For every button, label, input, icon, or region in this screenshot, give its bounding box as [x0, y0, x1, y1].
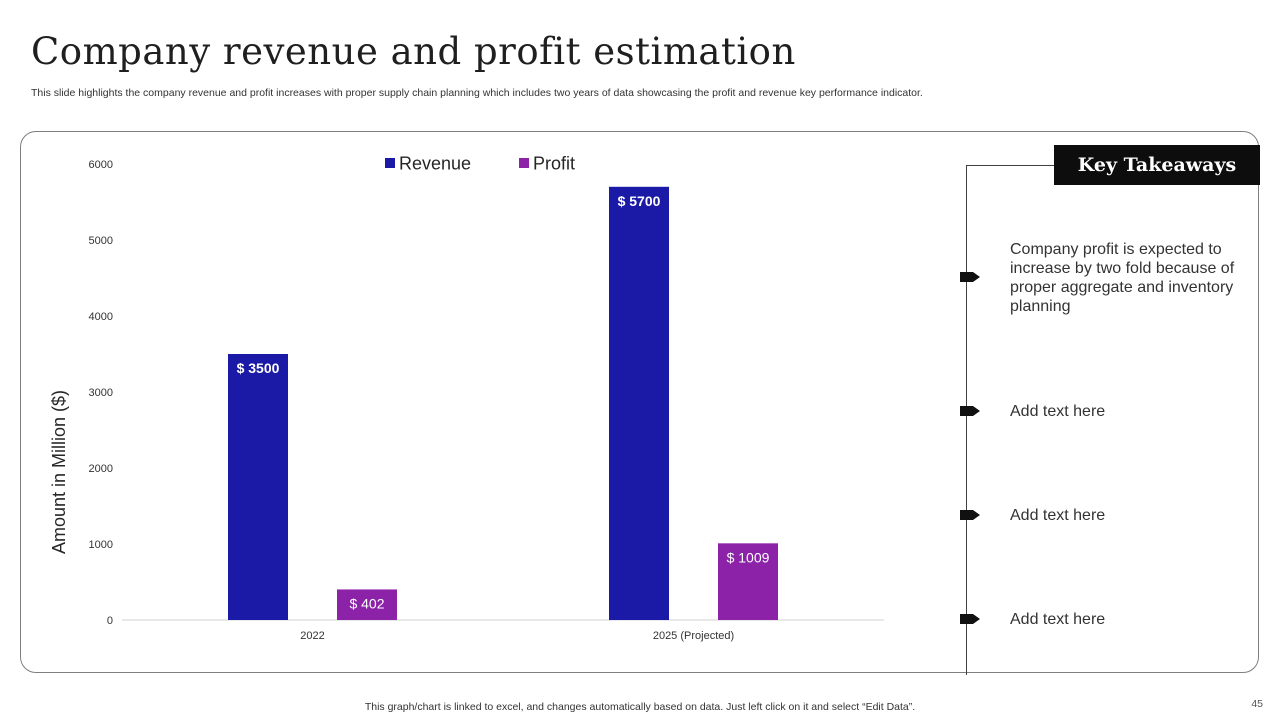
footer-text: This graph/chart is linked to excel, and…	[364, 701, 916, 713]
legend-swatch	[519, 158, 529, 168]
legend-label: Profit	[533, 154, 575, 174]
y-tick-label: 3000	[89, 387, 113, 399]
data-label: $ 402	[349, 595, 384, 611]
y-tick-label: 5000	[89, 235, 113, 247]
y-tick-label: 6000	[89, 159, 113, 171]
data-label: $ 5700	[618, 193, 661, 209]
y-axis-title: Amount in Million ($)	[49, 390, 69, 554]
x-tick-label: 2025 (Projected)	[653, 630, 734, 642]
data-label: $ 1009	[727, 549, 770, 565]
y-tick-label: 0	[107, 615, 113, 627]
content-frame	[20, 131, 1259, 673]
arrow-marker-icon	[960, 510, 980, 520]
legend-swatch	[385, 158, 395, 168]
arrow-marker-icon	[960, 406, 980, 416]
revenue-bar	[609, 186, 669, 621]
slide-title: Company revenue and profit estimation	[31, 30, 796, 73]
y-tick-label: 1000	[89, 539, 113, 551]
takeaway-item: Add text here	[1010, 611, 1106, 628]
profit-bar	[718, 543, 778, 620]
takeaway-item: Company profit is expected to increase b…	[1010, 241, 1235, 315]
takeaways-connector-line	[966, 165, 1056, 166]
takeaway-item: Add text here	[1010, 403, 1106, 420]
footer-note: This graph/chart is linked to excel, and…	[0, 701, 1280, 713]
slide-subtitle: This slide highlights the company revenu…	[31, 87, 923, 99]
page-number: 45	[1251, 698, 1263, 710]
takeaway-item: Add text here	[1010, 507, 1106, 524]
revenue-bar	[228, 354, 288, 620]
y-tick-label: 4000	[89, 311, 113, 323]
key-takeaways-header: Key Takeaways	[1054, 145, 1260, 185]
y-tick-label: 2000	[89, 463, 113, 475]
profit-bar	[337, 589, 397, 620]
legend-label: Revenue	[399, 154, 471, 174]
arrow-marker-icon	[960, 272, 980, 282]
takeaways-timeline-line	[966, 165, 967, 675]
data-label: $ 3500	[237, 360, 280, 376]
x-tick-label: 2022	[300, 630, 324, 642]
arrow-marker-icon	[960, 614, 980, 624]
